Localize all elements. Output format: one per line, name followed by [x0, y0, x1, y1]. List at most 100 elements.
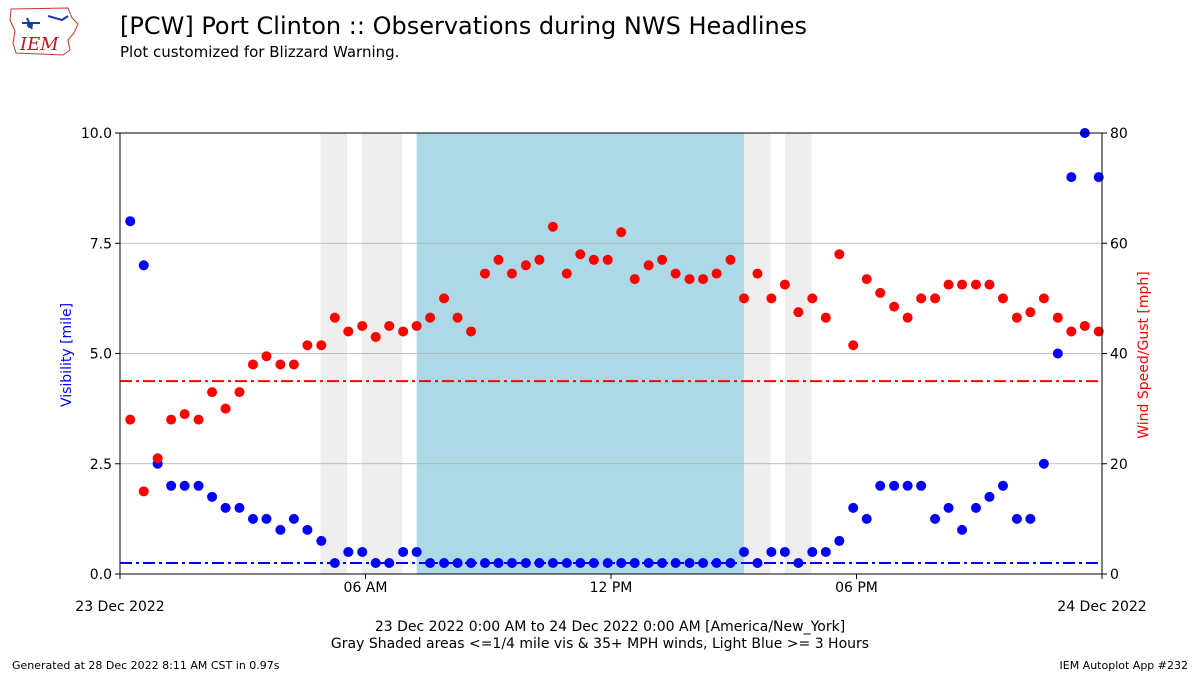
y-tick-label-left: 7.5 — [90, 236, 112, 252]
visibility-point — [575, 557, 586, 568]
visibility-point — [834, 535, 845, 546]
visibility-point — [316, 535, 327, 546]
wind-point — [316, 340, 327, 351]
y-tick-label-right: 40 — [1110, 347, 1128, 363]
visibility-point — [411, 546, 422, 557]
visibility-point — [261, 513, 272, 524]
wind-point — [370, 331, 381, 342]
wind-point — [1025, 307, 1036, 318]
wind-point — [220, 403, 231, 414]
wind-point — [234, 387, 245, 398]
visibility-point — [506, 557, 517, 568]
page-subtitle: Plot customized for Blizzard Warning. — [120, 43, 400, 61]
wind-point — [916, 293, 927, 304]
visibility-point — [275, 524, 286, 535]
wind-point — [957, 279, 968, 290]
wind-point — [506, 268, 517, 279]
visibility-point — [466, 557, 477, 568]
y-tick-label-right: 20 — [1110, 457, 1128, 473]
visibility-point — [1011, 513, 1022, 524]
wind-point — [943, 279, 954, 290]
wind-point — [302, 340, 313, 351]
y-tick-label-right: 60 — [1110, 236, 1128, 252]
page-title: [PCW] Port Clinton :: Observations durin… — [120, 12, 808, 40]
visibility-point — [357, 546, 368, 557]
y-tick-label-left: 5.0 — [90, 347, 112, 363]
wind-point — [793, 307, 804, 318]
visibility-point — [1093, 172, 1104, 183]
visibility-point — [425, 557, 436, 568]
wind-point — [588, 254, 599, 265]
wind-point — [466, 326, 477, 337]
wind-point — [1079, 320, 1090, 331]
visibility-point — [398, 546, 409, 557]
wind-point — [439, 293, 450, 304]
visibility-point — [875, 480, 886, 491]
y-tick-label-left: 2.5 — [90, 457, 112, 473]
wind-point — [984, 279, 995, 290]
visibility-point — [207, 491, 218, 502]
visibility-point — [629, 557, 640, 568]
visibility-point — [984, 491, 995, 502]
wind-point — [247, 359, 258, 370]
wind-point — [725, 254, 736, 265]
visibility-point — [957, 524, 968, 535]
visibility-point — [684, 557, 695, 568]
visibility-point — [384, 557, 395, 568]
wind-point — [711, 268, 722, 279]
wind-point — [752, 268, 763, 279]
visibility-point — [138, 260, 149, 271]
wind-point — [820, 312, 831, 323]
visibility-point — [166, 480, 177, 491]
wind-point — [629, 274, 640, 285]
visibility-point — [725, 557, 736, 568]
wind-point — [275, 359, 286, 370]
visibility-point — [452, 557, 463, 568]
visibility-point — [343, 546, 354, 557]
visibility-point — [220, 502, 231, 513]
generated-timestamp: Generated at 28 Dec 2022 8:11 AM CST in … — [12, 659, 280, 672]
visibility-point — [1066, 172, 1077, 183]
visibility-point — [479, 557, 490, 568]
wind-point — [547, 221, 558, 232]
visibility-point — [643, 557, 654, 568]
wind-point — [425, 312, 436, 323]
x-tick-label: 12 PM — [590, 580, 633, 596]
wind-point — [1066, 326, 1077, 337]
wind-point — [329, 312, 340, 323]
visibility-point — [997, 480, 1008, 491]
wind-point — [1038, 293, 1049, 304]
logo-text: IEM — [19, 34, 59, 55]
visibility-point — [439, 557, 450, 568]
wind-point — [997, 293, 1008, 304]
wind-point — [889, 301, 900, 312]
wind-point — [970, 279, 981, 290]
wind-point — [125, 414, 136, 425]
wind-point — [152, 453, 163, 464]
y-tick-label-left: 10.0 — [81, 126, 112, 142]
x-axis-label-line1: 23 Dec 2022 0:00 AM to 24 Dec 2022 0:00 … — [375, 619, 845, 635]
visibility-point — [930, 513, 941, 524]
visibility-point — [752, 557, 763, 568]
wind-point — [1052, 312, 1063, 323]
visibility-point — [534, 557, 545, 568]
visibility-point — [902, 480, 913, 491]
visibility-point — [247, 513, 258, 524]
wind-point — [166, 414, 177, 425]
wind-point — [384, 320, 395, 331]
wind-point — [698, 274, 709, 285]
visibility-point — [793, 557, 804, 568]
x-tick-label: 24 Dec 2022 — [1057, 599, 1146, 615]
x-axis-label-line2: Gray Shaded areas <=1/4 mile vis & 35+ M… — [331, 636, 869, 652]
wind-point — [1093, 326, 1104, 337]
visibility-point — [193, 480, 204, 491]
wind-point — [1011, 312, 1022, 323]
visibility-point — [698, 557, 709, 568]
wind-point — [411, 320, 422, 331]
visibility-point — [779, 546, 790, 557]
visibility-point — [766, 546, 777, 557]
visibility-point — [1025, 513, 1036, 524]
visibility-point — [711, 557, 722, 568]
wind-point — [930, 293, 941, 304]
